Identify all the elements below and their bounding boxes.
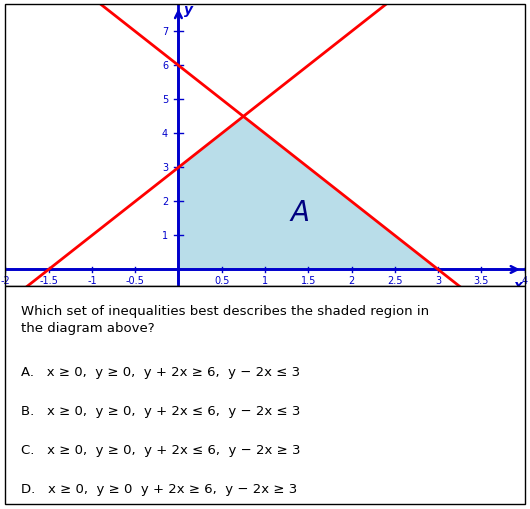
- Text: C.   x ≥ 0,  y ≥ 0,  y + 2x ≤ 6,  y − 2x ≥ 3: C. x ≥ 0, y ≥ 0, y + 2x ≤ 6, y − 2x ≥ 3: [21, 443, 301, 456]
- Polygon shape: [179, 117, 438, 270]
- Text: -0.5: -0.5: [126, 276, 145, 286]
- Text: B.   x ≥ 0,  y ≥ 0,  y + 2x ≤ 6,  y − 2x ≤ 3: B. x ≥ 0, y ≥ 0, y + 2x ≤ 6, y − 2x ≤ 3: [21, 404, 301, 417]
- Text: A.   x ≥ 0,  y ≥ 0,  y + 2x ≥ 6,  y − 2x ≤ 3: A. x ≥ 0, y ≥ 0, y + 2x ≥ 6, y − 2x ≤ 3: [21, 365, 300, 378]
- Text: 1: 1: [162, 231, 168, 241]
- Text: 6: 6: [162, 61, 168, 71]
- Text: 2: 2: [348, 276, 355, 286]
- Text: -1: -1: [87, 276, 96, 286]
- Text: 3.5: 3.5: [474, 276, 489, 286]
- Text: 3: 3: [435, 276, 441, 286]
- Text: 2.5: 2.5: [387, 276, 403, 286]
- Text: y: y: [184, 3, 193, 17]
- Text: -1.5: -1.5: [39, 276, 58, 286]
- Text: D.   x ≥ 0,  y ≥ 0  y + 2x ≥ 6,  y − 2x ≥ 3: D. x ≥ 0, y ≥ 0 y + 2x ≥ 6, y − 2x ≥ 3: [21, 482, 297, 495]
- Text: 7: 7: [162, 27, 168, 37]
- FancyBboxPatch shape: [5, 287, 525, 504]
- Text: 1.5: 1.5: [301, 276, 316, 286]
- Text: x: x: [513, 278, 522, 292]
- Text: 4: 4: [522, 276, 528, 286]
- Text: 0.5: 0.5: [214, 276, 229, 286]
- Text: A: A: [290, 198, 309, 226]
- Text: Which set of inequalities best describes the shaded region in
the diagram above?: Which set of inequalities best describes…: [21, 304, 429, 334]
- Text: 4: 4: [162, 129, 168, 139]
- Text: 3: 3: [162, 163, 168, 173]
- Text: -2: -2: [1, 276, 10, 286]
- Text: 5: 5: [162, 95, 168, 105]
- Text: 2: 2: [162, 197, 168, 207]
- Text: 1: 1: [262, 276, 268, 286]
